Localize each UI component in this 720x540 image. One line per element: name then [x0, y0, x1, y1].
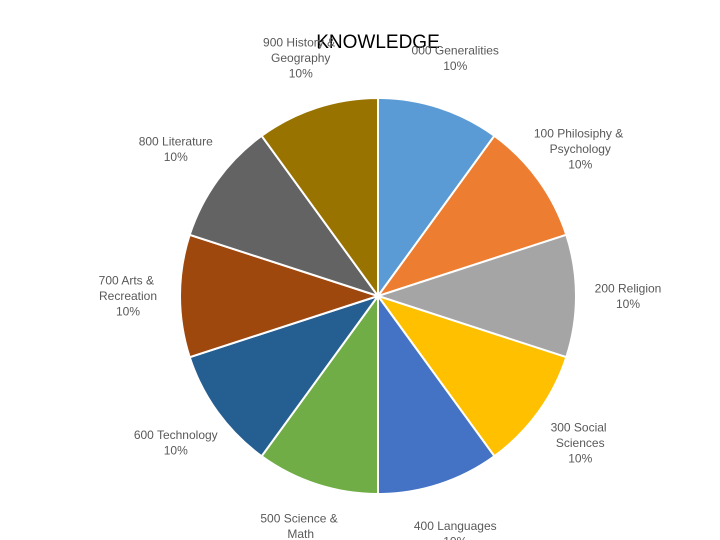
slice-value-label: 10% [616, 297, 640, 311]
pie-slice [375, 134, 568, 298]
slice-value-label: 10% [568, 158, 592, 172]
pie-slice [188, 134, 381, 298]
slice-label: 900 History & Geography [263, 36, 338, 66]
slice-value-label: 10% [164, 150, 188, 164]
pie-slice [377, 96, 496, 300]
chart-title: KNOWLEDGE [316, 32, 440, 53]
slice-label: 500 Science & Math [260, 511, 341, 540]
slice-value-label: 10% [443, 535, 467, 540]
slice-label: 600 Technology [134, 428, 218, 442]
slice-label: 700 Arts & Recreation [99, 274, 158, 304]
slice-value-label: 10% [164, 444, 188, 458]
pie-slice [374, 233, 577, 359]
slice-label: 200 Religion [595, 281, 662, 295]
pie-slice [260, 96, 379, 300]
pie-slice [377, 292, 496, 496]
pie-slice [260, 292, 379, 496]
pie-slice [179, 233, 382, 359]
pie-slice [375, 294, 568, 458]
slice-label: 300 Social Sciences [551, 420, 610, 450]
slice-value-label: 10% [289, 67, 313, 81]
slice-label: 100 Philosiphy & Psychology [534, 127, 627, 157]
slice-label: 000 Generalities [412, 43, 499, 57]
slice-label: 800 Literature [139, 134, 213, 148]
slice-value-label: 10% [116, 305, 140, 319]
pie-slice [188, 294, 381, 458]
slice-value-label: 10% [568, 451, 592, 465]
slice-label: 400 Languages [414, 519, 497, 533]
slice-value-label: 10% [443, 59, 467, 73]
